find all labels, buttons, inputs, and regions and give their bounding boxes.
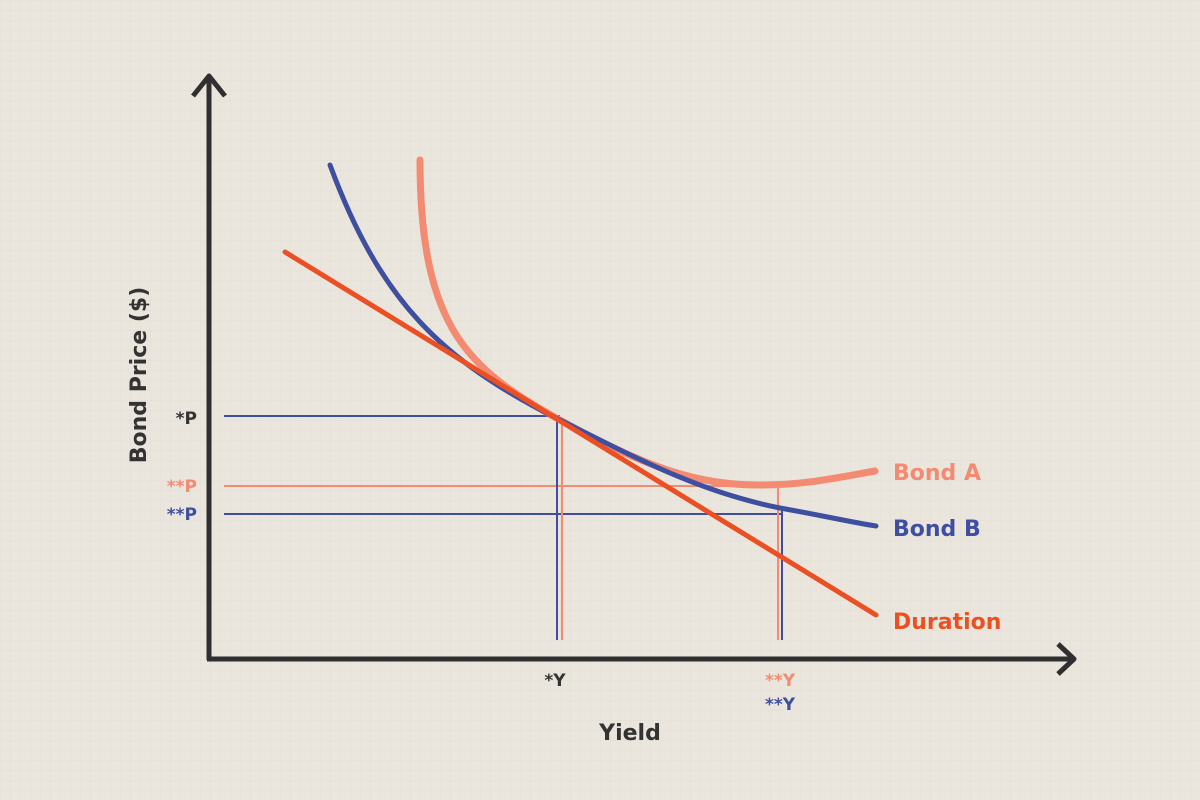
p-bond-b-label: **P xyxy=(167,505,197,525)
y-axis-arrow xyxy=(191,73,227,98)
y-star-label: *Y xyxy=(544,671,566,691)
x-axis-arrow xyxy=(1056,642,1077,676)
p-bond-a-label: **P xyxy=(167,477,197,497)
y-axis-label: Bond Price ($) xyxy=(127,287,152,464)
bond-b-curve xyxy=(327,162,879,529)
x-axis-label: Yield xyxy=(598,721,661,746)
bond-a-label: Bond A xyxy=(893,461,981,486)
y-bond-a-label: **Y xyxy=(765,671,796,691)
y-bond-b-label: **Y xyxy=(765,695,796,715)
bond-b-label: Bond B xyxy=(893,517,981,542)
p-star-label: *P xyxy=(176,409,197,429)
duration-line xyxy=(282,249,879,618)
duration-label: Duration xyxy=(893,610,1001,635)
